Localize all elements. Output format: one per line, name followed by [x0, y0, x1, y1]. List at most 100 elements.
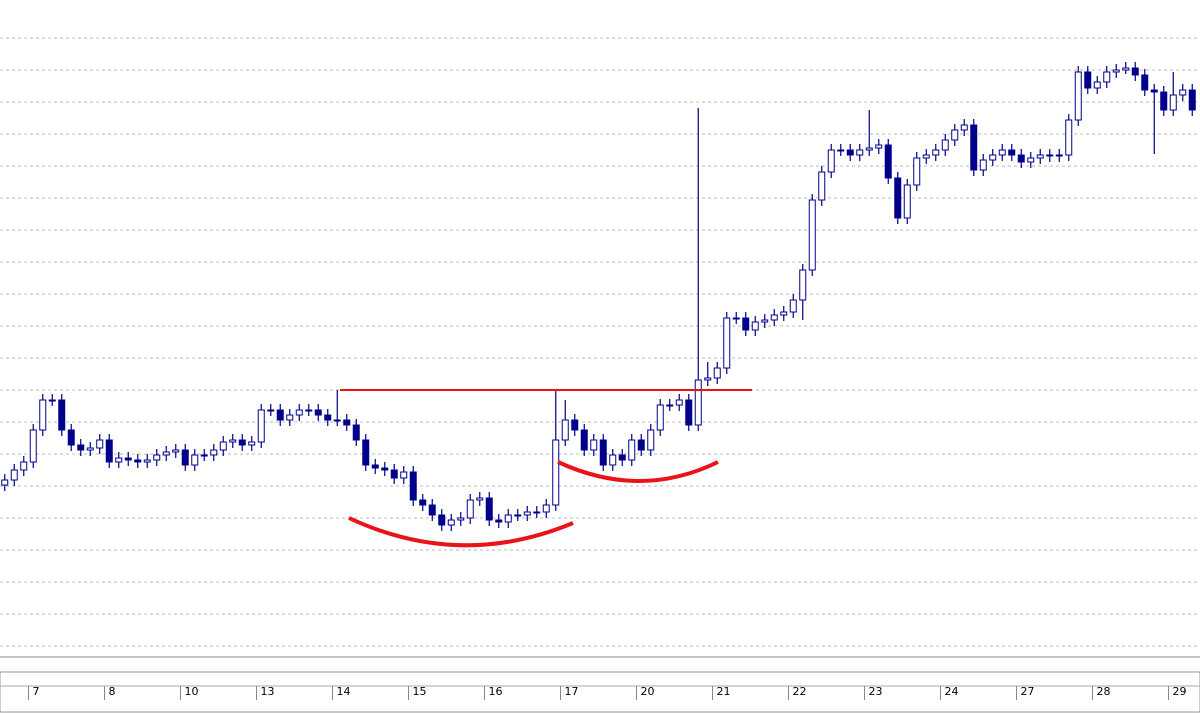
candle-body — [856, 149, 864, 156]
x-tick-label: 20 — [641, 685, 655, 698]
candles — [1, 62, 1196, 531]
candle-body — [200, 454, 208, 457]
candle-body — [381, 467, 389, 471]
candle-body — [1188, 89, 1196, 111]
candle-body — [894, 177, 902, 219]
candle-body — [846, 149, 854, 156]
candle-body — [675, 399, 683, 406]
candle-body — [637, 439, 645, 451]
candle-body — [238, 439, 246, 446]
candle-body — [561, 419, 569, 441]
candle-body — [818, 171, 826, 201]
candle-body — [989, 154, 997, 161]
x-tick-label: 27 — [1021, 685, 1035, 698]
candle-body — [295, 409, 303, 416]
candle-body — [1074, 71, 1082, 121]
candle-body — [333, 419, 341, 422]
candle-body — [86, 447, 94, 451]
candle-body — [257, 409, 265, 443]
candle-body — [143, 459, 151, 463]
candle-body — [941, 139, 949, 151]
candle-body — [20, 461, 28, 471]
candle-body — [409, 471, 417, 501]
candle-body — [390, 469, 398, 479]
candle-body — [732, 317, 740, 320]
candle-body — [970, 124, 978, 171]
candle-body — [352, 424, 360, 441]
candle-body — [153, 454, 161, 461]
candle-body — [789, 299, 797, 313]
x-tick-label: 17 — [565, 685, 579, 698]
candle-body — [1036, 154, 1044, 159]
candle-body — [1160, 91, 1168, 111]
candle-body — [105, 439, 113, 463]
candle-body — [960, 124, 968, 131]
candle-body — [884, 144, 892, 179]
candle-body — [590, 439, 598, 451]
candle-body — [903, 184, 911, 219]
candle-body — [362, 439, 370, 466]
candle-body — [1008, 149, 1016, 156]
x-axis-panel — [0, 671, 1200, 713]
candle-body — [1093, 81, 1101, 89]
candle-body — [704, 377, 712, 381]
candle-body — [39, 399, 47, 431]
candle-body — [979, 159, 987, 171]
candle-body — [219, 441, 227, 451]
candle-body — [599, 439, 607, 466]
candle-body — [1065, 119, 1073, 156]
candle-body — [580, 429, 588, 451]
candle-body — [1141, 74, 1149, 91]
candle-body — [248, 441, 256, 446]
candle-body — [694, 379, 702, 426]
candle-body — [751, 321, 759, 331]
candle-body — [210, 449, 218, 456]
candle-body — [191, 454, 199, 466]
candle-body — [523, 511, 531, 516]
candle-body — [1017, 154, 1025, 163]
candle-body — [428, 504, 436, 516]
candle-body — [723, 317, 731, 369]
candle-body — [1179, 89, 1187, 96]
cup-curve — [348, 516, 574, 548]
candle-body — [875, 144, 883, 149]
x-tick-label: 13 — [261, 685, 275, 698]
candle-body — [485, 497, 493, 521]
x-tick-label: 21 — [717, 685, 731, 698]
candle-body — [267, 409, 275, 412]
candle-body — [685, 399, 693, 426]
candle-body — [932, 149, 940, 156]
x-axis: 7 8 10 13 14 15 16 17 20 21 22 23 24 27 28 29 — [28, 685, 1187, 700]
candle-body — [742, 317, 750, 331]
candle-body — [276, 409, 284, 421]
candle-body — [656, 404, 664, 431]
candle-body — [780, 311, 788, 316]
candle-body — [666, 404, 674, 407]
candle-body — [1046, 154, 1054, 157]
candle-body — [457, 517, 465, 521]
candle-body — [476, 497, 484, 501]
candle-body — [438, 514, 446, 526]
candle-body — [67, 429, 75, 446]
candle-body — [618, 454, 626, 461]
candle-body — [1103, 71, 1111, 83]
candle-body — [77, 444, 85, 451]
candle-body — [343, 419, 351, 426]
candle-body — [96, 439, 104, 449]
x-tick-label: 24 — [945, 685, 959, 698]
candle-body — [1112, 69, 1120, 73]
candle-body — [998, 149, 1006, 156]
candle-body — [124, 457, 132, 461]
candle-body — [1, 479, 9, 486]
candle-body — [48, 399, 56, 402]
x-tick-label: 15 — [413, 685, 427, 698]
candle-body — [1169, 94, 1177, 111]
candle-body — [447, 519, 455, 526]
candle-body — [922, 154, 930, 159]
candle-body — [647, 429, 655, 451]
candle-body — [770, 314, 778, 321]
candle-body — [495, 519, 503, 523]
candle-body — [400, 471, 408, 479]
